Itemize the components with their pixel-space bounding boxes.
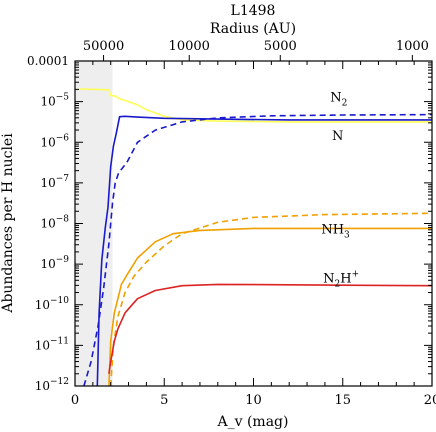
x-tick-label: 5 — [160, 393, 168, 408]
y-tick-label: 10−12 — [35, 377, 69, 393]
y-tick-label: 10−10 — [35, 296, 70, 312]
plot-frame — [74, 60, 433, 387]
x-tick-label: 10 — [245, 393, 262, 408]
y-tick-label: 10−5 — [40, 93, 69, 109]
series-labels-group: N2 N NH3 N2H+ — [321, 91, 359, 290]
x-tick-label: 0 — [71, 393, 79, 408]
x-axis-label: A_v (mag) — [217, 414, 289, 430]
y-tick-label: 10−6 — [40, 133, 69, 149]
y-tick-label: 10−11 — [35, 336, 69, 352]
top-tick-label: 50000 — [83, 39, 124, 54]
y-axis-label: Abundances per H nuclei — [0, 133, 16, 314]
series-line-3 — [108, 227, 432, 386]
top-tick-label: 10000 — [169, 39, 210, 54]
y-tick-label: 10−9 — [40, 255, 69, 271]
series-line-2 — [83, 113, 432, 386]
top-tick-label: 1000 — [396, 39, 429, 54]
series-line-0 — [78, 88, 432, 123]
y-tick-label: 10−7 — [40, 174, 69, 190]
y-tick-label: 10−8 — [40, 215, 69, 231]
x-tick-label: 20 — [424, 393, 436, 408]
series-label: NH3 — [321, 223, 350, 241]
series-label: N2H+ — [323, 269, 359, 289]
tick-labels-group: 0 5 10 15 20 50000 10000 5000 1000 10−12 10−11 10−1… — [27, 39, 436, 408]
series-line-4 — [109, 212, 432, 386]
ticks-group — [74, 55, 433, 387]
x-tick-label: 15 — [334, 393, 351, 408]
y-tick-label: 0.0001 — [27, 54, 69, 68]
top-axis-label: Radius (AU) — [210, 21, 296, 37]
series-label: N2 — [330, 91, 347, 109]
top-tick-label: 5000 — [264, 39, 297, 54]
series-line-1 — [96, 115, 432, 386]
series-label: N — [332, 129, 343, 144]
series-group — [78, 88, 432, 386]
series-line-5 — [108, 283, 432, 374]
chart-title: L1498 — [231, 3, 276, 19]
